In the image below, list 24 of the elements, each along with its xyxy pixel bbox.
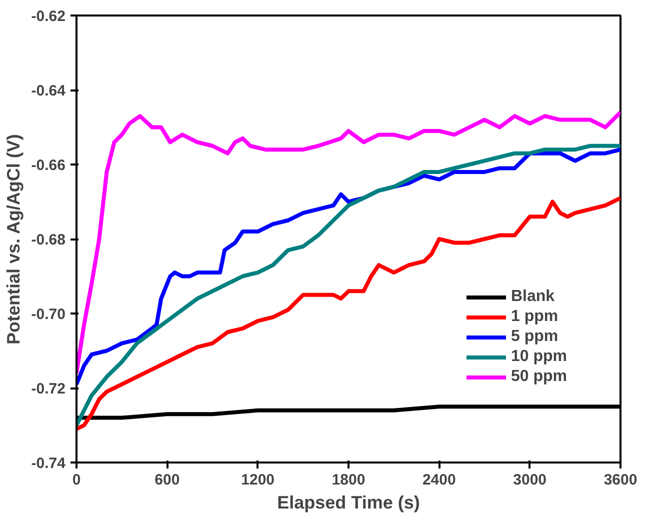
y-tick-label: -0.70 xyxy=(31,306,66,323)
x-tick-label: 3000 xyxy=(513,472,547,488)
line-series xyxy=(76,148,620,386)
y-tick-label: -0.64 xyxy=(31,82,66,100)
legend-label: 10 ppm xyxy=(511,348,568,366)
y-axis-title: Potential vs. Ag/AgCl (V) xyxy=(3,134,24,345)
legend-label: 5 ppm xyxy=(511,328,558,346)
x-tick-label: 3600 xyxy=(604,472,638,488)
legend-label: 50 ppm xyxy=(511,368,568,386)
x-tick-label: 1800 xyxy=(332,472,366,488)
y-tick-label: -0.68 xyxy=(31,232,66,248)
x-tick-label: 0 xyxy=(72,472,81,488)
legend-label: 1 ppm xyxy=(511,308,558,326)
x-tick-label: 1200 xyxy=(241,472,275,488)
line-series xyxy=(76,196,620,431)
y-tick-label: -0.66 xyxy=(31,157,66,174)
legend-label: Blank xyxy=(511,288,555,306)
x-axis-title: Elapsed Time (s) xyxy=(277,492,420,512)
y-tick-label: -0.72 xyxy=(31,380,66,398)
x-tick-label: 2400 xyxy=(422,472,456,488)
x-tick-label: 600 xyxy=(154,472,180,488)
y-tick-label: -0.62 xyxy=(31,8,66,25)
y-tick-label: -0.74 xyxy=(31,455,66,472)
line-series xyxy=(76,144,620,428)
